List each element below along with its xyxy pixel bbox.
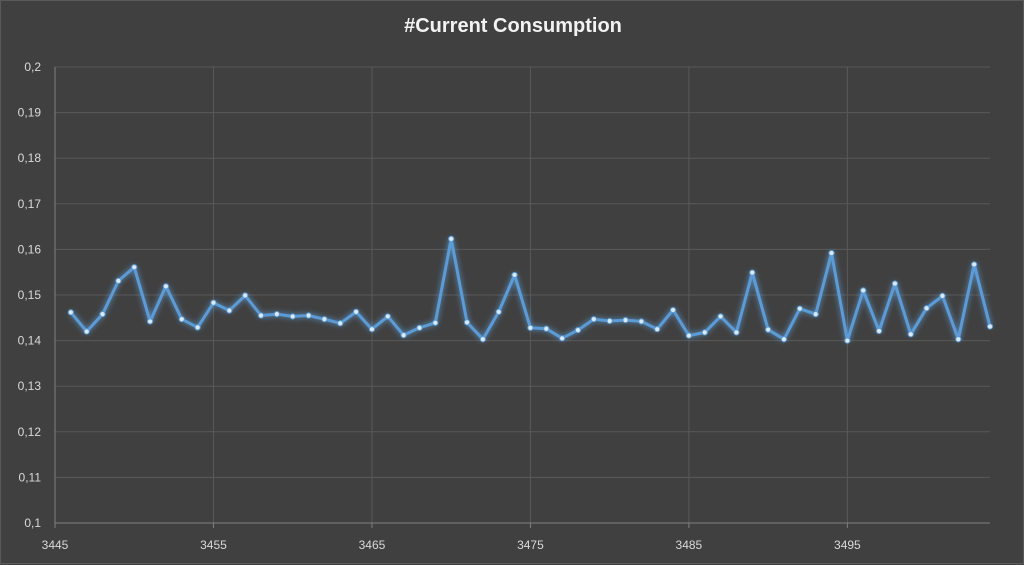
data-point <box>353 308 360 315</box>
data-point <box>257 312 265 319</box>
data-point <box>305 312 312 319</box>
data-point <box>146 318 154 325</box>
x-tick-label: 3455 <box>200 538 227 552</box>
data-point <box>749 269 756 276</box>
data-point <box>733 329 740 336</box>
data-point <box>384 313 391 320</box>
y-tick-label: 0,19 <box>18 106 42 120</box>
data-point <box>416 324 423 331</box>
data-point <box>891 280 899 287</box>
data-point <box>527 324 534 331</box>
data-point <box>939 292 946 300</box>
data-point <box>907 331 914 338</box>
y-tick-label: 0,12 <box>18 425 42 439</box>
x-tick-label: 3485 <box>676 538 703 552</box>
data-point <box>210 299 217 306</box>
data-point <box>448 235 455 243</box>
data-point <box>574 327 582 334</box>
data-point <box>780 336 788 343</box>
data-point <box>590 316 597 323</box>
data-point <box>828 249 835 257</box>
data-point <box>242 292 249 299</box>
data-point <box>923 305 930 312</box>
data-point <box>812 311 819 318</box>
data-point <box>543 325 550 332</box>
x-tick-label: 3495 <box>834 538 861 552</box>
data-point <box>955 336 962 343</box>
y-tick-label: 0,1 <box>24 516 41 530</box>
data-point <box>131 264 138 271</box>
y-tick-label: 0,14 <box>18 334 42 348</box>
y-tick-label: 0,2 <box>24 60 41 74</box>
data-point <box>559 335 566 342</box>
data-point <box>765 326 772 333</box>
data-point <box>368 326 376 333</box>
data-point <box>495 308 502 315</box>
data-point <box>83 328 90 335</box>
x-tick-label: 3445 <box>42 538 69 552</box>
data-point <box>654 326 661 333</box>
data-point <box>701 329 708 336</box>
data-point <box>860 287 867 294</box>
data-point <box>289 313 296 320</box>
x-tick-label: 3475 <box>517 538 544 552</box>
data-point <box>226 307 233 314</box>
data-point <box>986 323 994 330</box>
data-point <box>463 319 471 326</box>
data-point <box>971 261 978 268</box>
data-point <box>115 277 122 284</box>
y-tick-label: 0,11 <box>19 470 42 484</box>
data-point <box>273 311 280 318</box>
data-point <box>669 306 677 314</box>
data-point <box>796 305 803 312</box>
data-point <box>99 311 106 318</box>
y-tick-label: 0,18 <box>18 151 42 165</box>
data-point <box>717 313 724 320</box>
data-point <box>321 316 328 323</box>
data-point <box>622 316 629 324</box>
x-tick-label: 3465 <box>359 538 386 552</box>
y-tick-label: 0,17 <box>18 197 42 211</box>
data-point <box>178 316 185 323</box>
data-point <box>479 336 486 343</box>
data-point <box>844 337 851 344</box>
data-point <box>606 317 613 325</box>
data-point <box>67 309 74 316</box>
chart-title: #Current Consumption <box>404 15 622 37</box>
y-tick-label: 0,15 <box>18 288 42 302</box>
data-point <box>638 318 645 325</box>
data-point <box>162 283 170 290</box>
data-point <box>432 319 439 326</box>
data-point <box>875 327 883 335</box>
data-point <box>685 332 692 339</box>
y-tick-label: 0,13 <box>18 379 42 393</box>
data-point <box>337 320 344 327</box>
data-point <box>511 271 518 279</box>
data-point <box>194 324 201 331</box>
data-point <box>400 332 407 339</box>
y-tick-label: 0,16 <box>18 242 42 256</box>
